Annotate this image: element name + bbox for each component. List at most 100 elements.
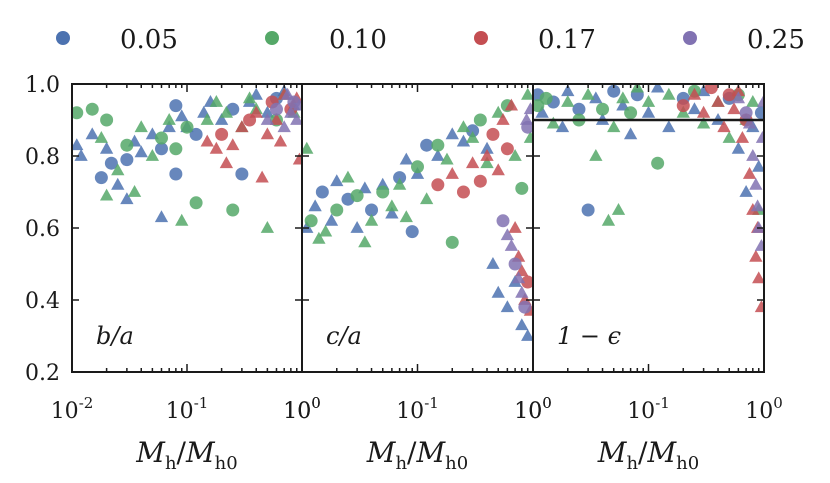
point-0.05: [466, 124, 480, 138]
point-0.05: [445, 127, 459, 140]
x-tick-base: 10: [166, 399, 194, 424]
point-0.05: [393, 171, 407, 185]
point-0.10: [330, 203, 344, 217]
point-0.05: [555, 120, 570, 133]
point-0.05: [315, 185, 329, 199]
point-0.10: [100, 113, 114, 127]
point-0.10: [312, 231, 326, 244]
x-tick-base: 10: [514, 399, 542, 424]
point-0.05: [72, 138, 84, 151]
legend: 0.05 0.10 0.17 0.25: [56, 25, 805, 55]
point-0.10: [456, 120, 471, 133]
point-0.10: [546, 116, 560, 129]
x-tick-label: 10-1: [166, 394, 209, 424]
point-0.10: [589, 149, 603, 161]
panel-points: [302, 87, 533, 341]
point-0.17: [731, 84, 746, 97]
point-0.17: [273, 134, 288, 147]
x-tick-label: 100: [283, 394, 321, 424]
point-0.25: [750, 199, 764, 212]
point-0.17: [269, 113, 284, 125]
point-0.05: [491, 285, 505, 298]
point-0.05: [731, 141, 746, 154]
point-0.17: [508, 221, 522, 233]
point-0.25: [290, 113, 302, 125]
point-0.05: [500, 300, 515, 313]
point-0.10: [746, 95, 760, 107]
point-0.05: [752, 159, 764, 172]
point-0.10: [581, 87, 595, 100]
point-0.17: [687, 87, 702, 100]
x-tick-exponent: 0: [542, 394, 552, 412]
legend-marker-0.25: [683, 31, 697, 45]
x-tick-exponent: 0: [311, 394, 321, 412]
point-0.05: [687, 102, 702, 115]
point-0.10: [189, 196, 203, 210]
point-0.25: [731, 91, 746, 104]
point-0.25: [742, 116, 757, 129]
legend-label-0.25: 0.25: [747, 25, 805, 55]
point-0.17: [200, 134, 214, 147]
point-0.05: [650, 84, 665, 93]
point-0.05: [431, 149, 445, 161]
point-0.25: [752, 221, 764, 233]
point-0.10: [473, 113, 487, 127]
point-0.10: [440, 152, 454, 165]
point-0.05: [162, 120, 176, 133]
point-0.05: [235, 167, 249, 181]
point-0.05: [385, 206, 399, 219]
point-0.10: [515, 181, 529, 195]
panel-label: 1 − ϵ: [557, 322, 621, 350]
point-0.05: [365, 203, 379, 217]
legend-marker-0.10: [265, 31, 279, 45]
point-0.17: [521, 275, 533, 289]
point-0.05: [581, 203, 595, 217]
legend-label-0.10: 0.10: [329, 25, 387, 55]
point-0.10: [399, 210, 413, 223]
point-0.10: [465, 131, 480, 143]
point-0.05: [623, 127, 638, 140]
point-0.10: [696, 116, 711, 129]
y-tick-label: 0.2: [25, 361, 60, 386]
point-0.17: [696, 105, 711, 118]
point-0.05: [94, 171, 108, 185]
legend-label-0.17: 0.17: [538, 25, 596, 55]
point-0.05: [399, 152, 413, 165]
panel-label: c/a: [326, 322, 362, 350]
point-0.25: [746, 149, 760, 161]
point-0.05: [350, 221, 364, 233]
point-0.10: [491, 105, 505, 118]
point-0.05: [175, 109, 189, 122]
point-0.10: [200, 113, 214, 125]
x-tick-base: 10: [283, 399, 311, 424]
point-0.10: [411, 160, 424, 174]
point-0.25: [519, 113, 533, 125]
x-axis-label: Mh/Mh0: [366, 436, 468, 474]
point-0.10: [630, 84, 644, 93]
x-tick-label: 100: [514, 394, 552, 424]
point-0.10: [154, 131, 168, 145]
point-0.17: [711, 95, 725, 107]
point-0.05: [641, 105, 656, 118]
point-0.25: [739, 106, 753, 120]
point-0.10: [651, 156, 665, 170]
point-0.05: [561, 84, 575, 97]
x-tick-exponent: -1: [655, 394, 670, 412]
point-0.17: [727, 102, 741, 115]
point-0.05: [189, 127, 203, 141]
point-0.05: [607, 84, 621, 98]
point-0.17: [249, 105, 263, 118]
point-0.05: [515, 318, 529, 331]
x-tick-exponent: 0: [542, 394, 552, 412]
point-0.10: [120, 138, 134, 152]
point-0.17: [504, 98, 519, 111]
y-tick-label: 1.0: [25, 73, 60, 98]
x-tick-base: 10: [627, 399, 655, 424]
point-0.25: [749, 177, 763, 190]
x-tick-base: 10: [51, 399, 79, 424]
panel-points: [72, 84, 302, 233]
x-tick-exponent: -1: [194, 394, 209, 412]
legend-marker-0.05: [56, 31, 70, 45]
